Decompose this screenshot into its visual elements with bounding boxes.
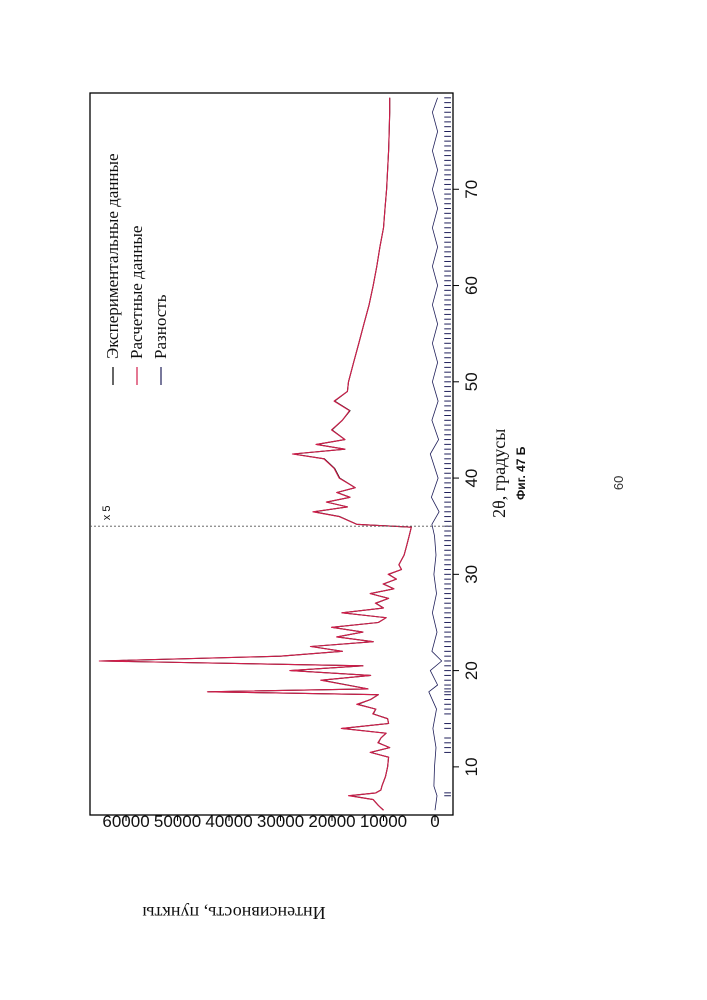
- scale-break-label: x 5: [101, 506, 113, 521]
- y-tick-label: 20000: [308, 812, 355, 831]
- x-tick-label: 60: [462, 276, 481, 295]
- legend-label: Расчетные данные: [127, 226, 146, 359]
- y-tick-label: 40000: [205, 812, 252, 831]
- y-axis: 0 10000 2000030000 4000050000 60000: [102, 812, 439, 831]
- x-tick-label: 30: [462, 565, 481, 584]
- x-tick-label: 20: [462, 661, 481, 680]
- legend-label: Разность: [151, 294, 170, 359]
- x-axis: 10 20 30 40 50 60 70: [453, 180, 481, 777]
- y-tick-label: 0: [430, 812, 439, 831]
- y-tick-label: 60000: [102, 812, 149, 831]
- series-line-1: [100, 98, 411, 810]
- x-tick-label: 70: [462, 180, 481, 199]
- y-tick-label: 10000: [360, 812, 407, 831]
- series-line-3: [429, 98, 442, 810]
- series-line-2: [99, 98, 411, 810]
- x-tick-label: 50: [462, 372, 481, 391]
- legend: Экспериментальные данные Расчетные данные…: [103, 154, 170, 386]
- page-number: 60: [611, 476, 626, 490]
- y-tick-label: 30000: [257, 812, 304, 831]
- figure-caption: Фиг. 47 Б: [514, 446, 528, 500]
- x-axis-title: 2θ, градусы: [489, 429, 509, 518]
- y-axis-title: Интенсивность, пункты: [142, 903, 325, 923]
- series-layer: [99, 98, 441, 810]
- rotated-chart: x 5 10 20 30 40 50 60 70 0 10000 2000030000 40000…: [90, 93, 626, 831]
- plot-frame: [90, 93, 453, 815]
- x-tick-label: 40: [462, 469, 481, 488]
- legend-label: Экспериментальные данные: [103, 154, 122, 360]
- reflection-tick-marks: [444, 98, 451, 796]
- y-tick-label: 50000: [154, 812, 201, 831]
- x-tick-label: 10: [462, 757, 481, 776]
